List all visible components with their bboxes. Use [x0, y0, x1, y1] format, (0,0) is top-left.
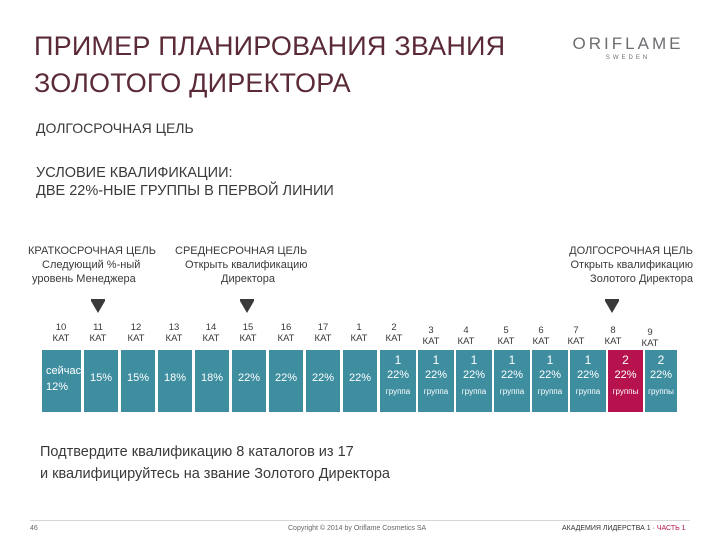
catalog-item: 5 КАТ	[497, 325, 515, 347]
short-goal-arrow-icon	[91, 301, 105, 313]
academy-part: ЧАСТЬ 1	[656, 525, 686, 532]
catalog-item: 10 КАТ	[52, 322, 70, 344]
academy-text: АКАДЕМИЯ ЛИДЕРСТВА 1 ·	[562, 525, 657, 532]
long-goal-heading: ДОЛГОСРОЧНАЯ ЦЕЛЬ	[569, 245, 693, 257]
catalog-item: 17 КАТ	[314, 322, 332, 344]
timeline-cell-current: сейчас 12%	[42, 350, 81, 412]
timeline-cell: 18%	[195, 350, 229, 412]
catalog-item: 9 КАТ	[641, 327, 659, 349]
note-line1: Подтвердите квалификацию 8 каталогов из …	[40, 444, 354, 460]
long-goal-line1: Открыть квалификацию	[570, 259, 693, 271]
short-goal-line1: Следующий %-ный	[42, 259, 141, 271]
catalog-item: 6 КАТ	[532, 325, 550, 347]
catalog-item: 14 КАТ	[202, 322, 220, 344]
long-term-goal: ДОЛГОСРОЧНАЯ ЦЕЛЬ Открыть квалификацию З…	[548, 244, 693, 286]
condition-line2: ДВЕ 22%-НЫЕ ГРУППЫ В ПЕРВОЙ ЛИНИИ	[36, 183, 334, 199]
condition-line1: УСЛОВИЕ КВАЛИФИКАЦИИ:	[36, 165, 233, 181]
short-goal-heading: КРАТКОСРОЧНАЯ ЦЕЛЬ	[28, 245, 156, 257]
timeline-cell: 22%	[232, 350, 266, 412]
timeline-cell: 18%	[158, 350, 192, 412]
academy-label: АКАДЕМИЯ ЛИДЕРСТВА 1 · ЧАСТЬ 1	[562, 525, 686, 532]
timeline-group-cell: 1 22% группа	[380, 350, 416, 412]
current-label: сейчас	[46, 365, 82, 377]
mid-goal-line1: Открыть квалификацию	[185, 259, 308, 271]
timeline-group-cell: 1 22% группа	[570, 350, 606, 412]
page-number: 46	[30, 525, 38, 532]
short-goal-line2: уровень Менеджера	[32, 273, 136, 285]
long-goal-line2: Золотого Директора	[590, 273, 693, 285]
timeline-group-cell: 2 22% группы	[645, 350, 677, 412]
percentage-timeline: сейчас 12% 15% 15% 18% 18% 22% 22% 22% 2…	[42, 350, 677, 412]
current-percent: 12%	[46, 381, 69, 393]
logo-main-text: ORIFLAME	[572, 34, 684, 53]
long-goal-arrow-stem	[605, 299, 619, 301]
catalog-item: 1 КАТ	[350, 322, 368, 344]
timeline-cell: 15%	[121, 350, 155, 412]
timeline-group-cell: 1 22% группа	[494, 350, 530, 412]
catalog-item: 13 КАТ	[165, 322, 183, 344]
slide-title: ПРИМЕР ПЛАНИРОВАНИЯ ЗВАНИЯ ЗОЛОТОГО ДИРЕ…	[34, 28, 505, 102]
timeline-cell: 22%	[343, 350, 377, 412]
catalog-item: 7 КАТ	[567, 325, 585, 347]
short-goal-arrow-stem	[91, 299, 105, 301]
long-goal-arrow-icon	[605, 301, 619, 313]
qualification-note: Подтвердите квалификацию 8 каталогов из …	[40, 441, 390, 485]
copyright-text: Copyright © 2014 by Oriflame Cosmetics S…	[288, 525, 427, 532]
timeline-group-cell: 1 22% группа	[532, 350, 568, 412]
timeline-group-cell-highlight: 2 22% группы	[608, 350, 643, 412]
catalog-item: 2 КАТ	[385, 322, 403, 344]
mid-goal-arrow-stem	[240, 299, 254, 301]
slide-title-line1: ПРИМЕР ПЛАНИРОВАНИЯ ЗВАНИЯ	[34, 31, 506, 61]
catalog-item: 8 КАТ	[604, 325, 622, 347]
oriflame-logo: ORIFLAME SWEDEN	[572, 34, 684, 61]
mid-goal-heading: СРЕДНЕСРОЧНАЯ ЦЕЛЬ	[175, 245, 308, 257]
timeline-cell: 22%	[306, 350, 340, 412]
mid-term-goal: СРЕДНЕСРОЧНАЯ ЦЕЛЬ Открыть квалификацию …	[175, 244, 325, 286]
short-term-goal: КРАТКОСРОЧНАЯ ЦЕЛЬ Следующий %-ный урове…	[28, 244, 168, 286]
catalog-item: 12 КАТ	[127, 322, 145, 344]
catalog-row: 10 КАТ 11 КАТ 12 КАТ 13 КАТ 14 КАТ 15 КАТ 16 КА…	[0, 322, 720, 352]
footer-divider	[30, 520, 690, 521]
qualification-condition: УСЛОВИЕ КВАЛИФИКАЦИИ: ДВЕ 22%-НЫЕ ГРУППЫ…	[36, 164, 334, 200]
timeline-cell: 15%	[84, 350, 118, 412]
catalog-item: 16 КАТ	[277, 322, 295, 344]
catalog-item: 4 КАТ	[457, 325, 475, 347]
logo-sub-text: SWEDEN	[605, 55, 651, 61]
catalog-item: 11 КАТ	[89, 322, 107, 344]
slide-title-line2: ЗОЛОТОГО ДИРЕКТОРА	[34, 68, 351, 98]
timeline-group-cell: 1 22% группа	[418, 350, 454, 412]
catalog-item: 15 КАТ	[239, 322, 257, 344]
mid-goal-line2: Директора	[221, 273, 276, 285]
mid-goal-arrow-icon	[240, 301, 254, 313]
timeline-cell: 22%	[269, 350, 303, 412]
timeline-group-cell: 1 22% группа	[456, 350, 492, 412]
catalog-item: 3 КАТ	[422, 325, 440, 347]
note-line2: и квалифицируйтесь на звание Золотого Ди…	[40, 466, 390, 482]
subtitle: ДОЛГОСРОЧНАЯ ЦЕЛЬ	[36, 120, 194, 136]
